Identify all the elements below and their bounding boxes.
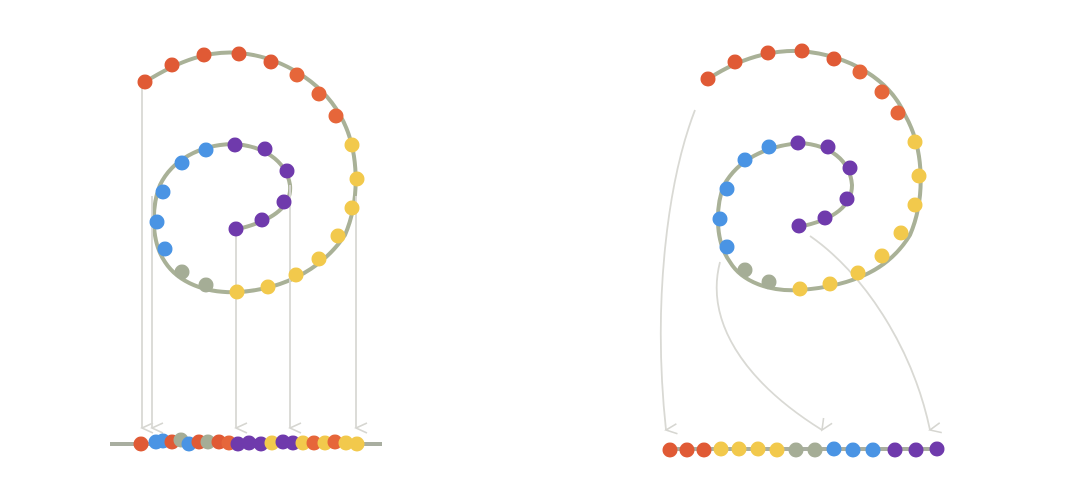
dot <box>157 241 173 257</box>
dot <box>874 248 890 264</box>
dot <box>311 86 327 102</box>
dot <box>327 434 343 450</box>
dot <box>164 57 180 73</box>
dot <box>911 168 927 184</box>
dot <box>845 442 861 458</box>
dot <box>344 137 360 153</box>
dot <box>700 71 716 87</box>
dot <box>874 84 890 100</box>
dot <box>792 281 808 297</box>
dot <box>908 442 924 458</box>
dot <box>807 442 823 458</box>
right-arrow-2 <box>715 261 833 432</box>
dot <box>295 435 311 451</box>
dot <box>820 139 836 155</box>
dot <box>149 214 165 230</box>
dot <box>907 197 923 213</box>
left-arrows <box>140 88 368 434</box>
dot <box>260 279 276 295</box>
dot <box>727 54 743 70</box>
dot <box>344 200 360 216</box>
dot <box>817 210 833 226</box>
dot <box>229 284 245 300</box>
dot <box>929 441 945 457</box>
dot <box>887 442 903 458</box>
dot <box>713 441 729 457</box>
dot <box>662 442 678 458</box>
left-axis-dots <box>133 432 365 452</box>
dot <box>750 441 766 457</box>
dot <box>311 251 327 267</box>
dot <box>263 54 279 70</box>
dot <box>155 184 171 200</box>
dot <box>788 442 804 458</box>
dot <box>907 134 923 150</box>
dot <box>257 141 273 157</box>
dot <box>737 152 753 168</box>
dot <box>196 47 212 63</box>
dot <box>890 105 906 121</box>
dot <box>826 441 842 457</box>
dot <box>349 171 365 187</box>
dot <box>842 160 858 176</box>
dot <box>719 181 735 197</box>
dot <box>712 211 728 227</box>
dot <box>865 442 881 458</box>
left-panel <box>110 46 382 452</box>
dot <box>288 267 304 283</box>
dot <box>791 218 807 234</box>
dot <box>230 436 246 452</box>
dot <box>254 212 270 228</box>
dot <box>761 274 777 290</box>
dot <box>893 225 909 241</box>
dot <box>696 442 712 458</box>
dot <box>338 435 354 451</box>
dot <box>839 191 855 207</box>
dot <box>719 239 735 255</box>
dot <box>769 442 785 458</box>
dot <box>174 155 190 171</box>
dot <box>198 142 214 158</box>
dot <box>349 436 365 452</box>
right-arrow-3 <box>809 235 942 434</box>
dot <box>737 262 753 278</box>
right-axis-dots <box>662 441 945 458</box>
dot <box>227 137 243 153</box>
dot <box>330 228 346 244</box>
dot <box>731 441 747 457</box>
dot <box>306 435 322 451</box>
dot <box>241 435 257 451</box>
dot <box>200 434 216 450</box>
left-spiral-dots <box>137 46 365 300</box>
dot <box>850 265 866 281</box>
dot <box>328 108 344 124</box>
dot <box>790 135 806 151</box>
dot <box>826 51 842 67</box>
dot <box>174 264 190 280</box>
dot <box>679 442 695 458</box>
dot <box>264 435 280 451</box>
dot <box>761 139 777 155</box>
dot <box>760 45 776 61</box>
dot <box>276 194 292 210</box>
dot <box>852 64 868 80</box>
dot <box>279 163 295 179</box>
dot <box>228 221 244 237</box>
dot <box>137 74 153 90</box>
right-arrows <box>659 109 942 435</box>
dot <box>231 46 247 62</box>
dot <box>822 276 838 292</box>
right-panel <box>659 43 945 458</box>
right-arrow-1 <box>659 109 696 435</box>
dot <box>198 277 214 293</box>
right-spiral-dots <box>700 43 927 297</box>
dot <box>794 43 810 59</box>
dot <box>253 436 269 452</box>
dot <box>289 67 305 83</box>
dot <box>133 436 149 452</box>
